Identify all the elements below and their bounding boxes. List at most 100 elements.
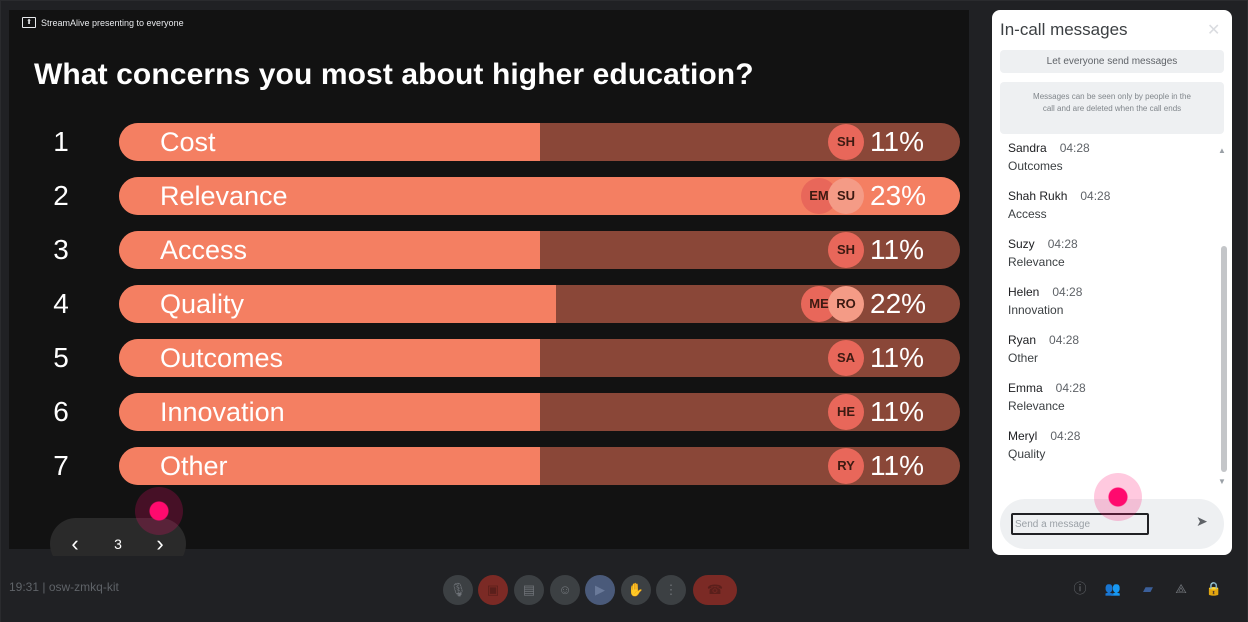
participant-avatar: HE xyxy=(828,394,864,430)
poll-option-label: Innovation xyxy=(160,397,285,427)
poll-bar-fill xyxy=(119,231,540,269)
poll-option-label: Access xyxy=(160,235,248,265)
message-time: 04:28 xyxy=(1080,189,1111,203)
slide-number: 3 xyxy=(114,536,122,552)
presenting-text: StreamAlive presenting to everyone xyxy=(41,17,184,28)
click-indicator xyxy=(1094,473,1142,521)
allow-messages-toggle[interactable]: Let everyone send messages xyxy=(1000,50,1224,73)
lock-icon[interactable]: 🔒 xyxy=(1205,581,1223,596)
message-time: 04:28 xyxy=(1050,429,1081,443)
participant-avatar: SA xyxy=(828,340,864,376)
participant-avatar: SH xyxy=(828,124,864,160)
poll-row: 1 Cost 11% SH xyxy=(9,123,969,161)
poll-percent: 23% xyxy=(870,180,927,211)
present-screen-icon: ⬆ xyxy=(22,17,36,28)
scroll-down-arrow-icon[interactable]: ▼ xyxy=(1218,477,1226,486)
send-icon[interactable]: ➤ xyxy=(1196,513,1208,529)
message-text: Quality xyxy=(1008,447,1046,461)
scrollbar-thumb[interactable] xyxy=(1221,246,1227,472)
poll-rank: 2 xyxy=(53,180,69,211)
chat-icon[interactable]: ▰ xyxy=(1143,581,1153,596)
poll-bar: Access xyxy=(119,231,960,269)
activities-icon[interactable]: ⟁ xyxy=(1175,581,1187,596)
close-icon[interactable]: ✕ xyxy=(1207,22,1221,39)
poll-bar: Other xyxy=(119,447,960,485)
message-time: 04:28 xyxy=(1052,285,1083,299)
message-item: Emma 04:28 Relevance xyxy=(1008,379,1208,427)
message-time: 04:28 xyxy=(1059,141,1090,155)
captions-icon[interactable]: ▤ xyxy=(514,575,544,605)
message-text: Innovation xyxy=(1008,303,1064,317)
poll-rank: 1 xyxy=(53,126,69,157)
message-item: Shah Rukh 04:28 Access xyxy=(1008,187,1208,235)
participant-avatar: RY xyxy=(828,448,864,484)
poll-percent: 11% xyxy=(870,234,924,265)
message-composer: ➤ xyxy=(1000,499,1224,549)
poll-percent: 11% xyxy=(870,396,924,427)
poll-row: 2 Relevance 23% EM SU xyxy=(9,177,969,215)
message-sender: Helen xyxy=(1008,285,1040,299)
poll-percent: 11% xyxy=(870,126,924,157)
poll-row: 6 Innovation 11% HE xyxy=(9,393,969,431)
poll-percent: 11% xyxy=(870,342,924,373)
poll-rank: 3 xyxy=(53,234,69,265)
message-sender: Sandra xyxy=(1008,141,1047,155)
info-icon[interactable]: ⓘ xyxy=(1073,581,1087,596)
poll-bar-fill xyxy=(119,123,540,161)
poll-option-label: Quality xyxy=(160,289,245,319)
end-call-icon[interactable]: ☎ xyxy=(693,575,737,605)
message-list: Sandra 04:28 Outcomes Shah Rukh 04:28 Access S… xyxy=(1008,139,1208,475)
poll-bar-fill xyxy=(119,285,557,323)
message-item: Suzy 04:28 Relevance xyxy=(1008,235,1208,283)
bottom-toolbar: 19:31 | osw-zmkq-kit 🎙 ▣ ▤ ☺ ▶ ✋ ⋮ ☎ ⓘ 👥… xyxy=(1,556,1247,622)
message-text: Other xyxy=(1008,351,1039,365)
next-slide-button[interactable]: › xyxy=(156,531,164,556)
message-time: 04:28 xyxy=(1055,381,1086,395)
poll-percent: 22% xyxy=(870,288,927,319)
poll-row: 4 Quality 22% ME RO xyxy=(9,285,969,323)
present-icon[interactable]: ▶ xyxy=(585,575,615,605)
presenting-banner: ⬆ StreamAlive presenting to everyone xyxy=(22,17,184,28)
messages-notice: Messages can be seen only by people in t… xyxy=(1000,82,1224,134)
poll-percent: 11% xyxy=(870,450,924,481)
poll-row: 5 Outcomes 11% SA xyxy=(9,339,969,377)
presentation-stage: ⬆ StreamAlive presenting to everyone Wha… xyxy=(9,10,969,570)
poll-option-label: Outcomes xyxy=(160,343,284,373)
raise-hand-icon[interactable]: ✋ xyxy=(621,575,651,605)
message-item: Helen 04:28 Innovation xyxy=(1008,283,1208,331)
poll-bar-fill xyxy=(119,339,540,377)
poll-row: 7 Other 11% RY xyxy=(9,447,969,485)
message-text: Relevance xyxy=(1008,255,1065,269)
message-text: Access xyxy=(1008,207,1047,221)
message-sender: Meryl xyxy=(1008,429,1038,443)
message-sender: Ryan xyxy=(1008,333,1037,347)
message-sender: Shah Rukh xyxy=(1008,189,1068,203)
poll-rank: 4 xyxy=(53,288,69,319)
poll-option-label: Cost xyxy=(160,127,216,157)
camera-off-icon[interactable]: ▣ xyxy=(478,575,508,605)
poll-row: 3 Access 11% SH xyxy=(9,231,969,269)
poll-rank: 6 xyxy=(53,396,69,427)
message-text: Outcomes xyxy=(1008,159,1063,173)
click-indicator xyxy=(135,487,183,535)
participant-avatar: RO xyxy=(828,286,864,322)
poll-rank: 5 xyxy=(53,342,69,373)
mic-icon[interactable]: 🎙 xyxy=(443,575,473,605)
message-item: Ryan 04:28 Other xyxy=(1008,331,1208,379)
message-item: Sandra 04:28 Outcomes xyxy=(1008,139,1208,187)
participant-avatar: SU xyxy=(828,178,864,214)
poll-rank: 7 xyxy=(53,450,69,481)
scroll-up-arrow-icon[interactable]: ▲ xyxy=(1218,146,1226,155)
previous-slide-button[interactable]: ‹ xyxy=(71,531,79,556)
meeting-info: 19:31 | osw-zmkq-kit xyxy=(9,580,119,594)
poll-question: What concerns you most about higher educ… xyxy=(34,58,754,91)
poll-option-label: Relevance xyxy=(160,181,288,211)
people-icon[interactable]: 👥 xyxy=(1104,581,1122,596)
emoji-icon[interactable]: ☺ xyxy=(550,575,580,605)
more-icon[interactable]: ⋮ xyxy=(656,575,686,605)
poll-bar: Cost xyxy=(119,123,960,161)
poll-bar: Innovation xyxy=(119,393,960,431)
in-call-messages-panel: In-call messages ✕ Let everyone send mes… xyxy=(992,10,1232,555)
message-time: 04:28 xyxy=(1047,237,1078,251)
message-time: 04:28 xyxy=(1049,333,1080,347)
